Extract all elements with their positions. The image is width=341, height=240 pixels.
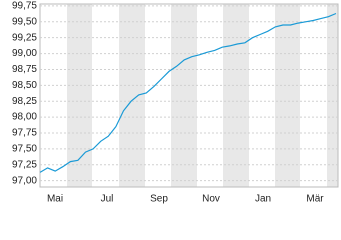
y-tick-label: 97,75 bbox=[12, 128, 37, 139]
x-tick-label: Mai bbox=[47, 194, 63, 205]
chart: 97,00 97,25 97,50 97,75 98,00 98,25 98,50 98,75… bbox=[12, 1, 339, 205]
y-tick-label: 97,25 bbox=[12, 159, 37, 170]
y-tick-label: 97,50 bbox=[12, 144, 37, 155]
y-tick-label: 99,00 bbox=[12, 48, 37, 59]
x-tick-label: Nov bbox=[202, 194, 220, 205]
price-line bbox=[39, 12, 337, 173]
month-band bbox=[327, 4, 338, 187]
x-tick-label: Jan bbox=[255, 194, 271, 205]
month-band bbox=[223, 4, 249, 187]
y-tick-label: 99,75 bbox=[12, 1, 37, 12]
month-bands bbox=[67, 4, 338, 187]
y-tick-label: 99,25 bbox=[12, 32, 37, 43]
y-tick-label: 99,50 bbox=[12, 16, 37, 27]
month-band bbox=[275, 4, 300, 187]
month-band bbox=[171, 4, 197, 187]
x-tick-label: Jul bbox=[101, 194, 114, 205]
month-band bbox=[119, 4, 145, 187]
x-tick-label: Mär bbox=[306, 194, 324, 205]
month-band bbox=[67, 4, 92, 187]
y-tick-label: 98,75 bbox=[12, 64, 37, 75]
x-tick-label: Sep bbox=[150, 194, 168, 205]
y-tick-label: 98,50 bbox=[12, 80, 37, 91]
y-tick-label: 97,00 bbox=[12, 175, 37, 186]
plot-frame bbox=[39, 3, 339, 188]
y-tick-label: 98,00 bbox=[12, 112, 37, 123]
y-tick-label: 98,25 bbox=[12, 96, 37, 107]
